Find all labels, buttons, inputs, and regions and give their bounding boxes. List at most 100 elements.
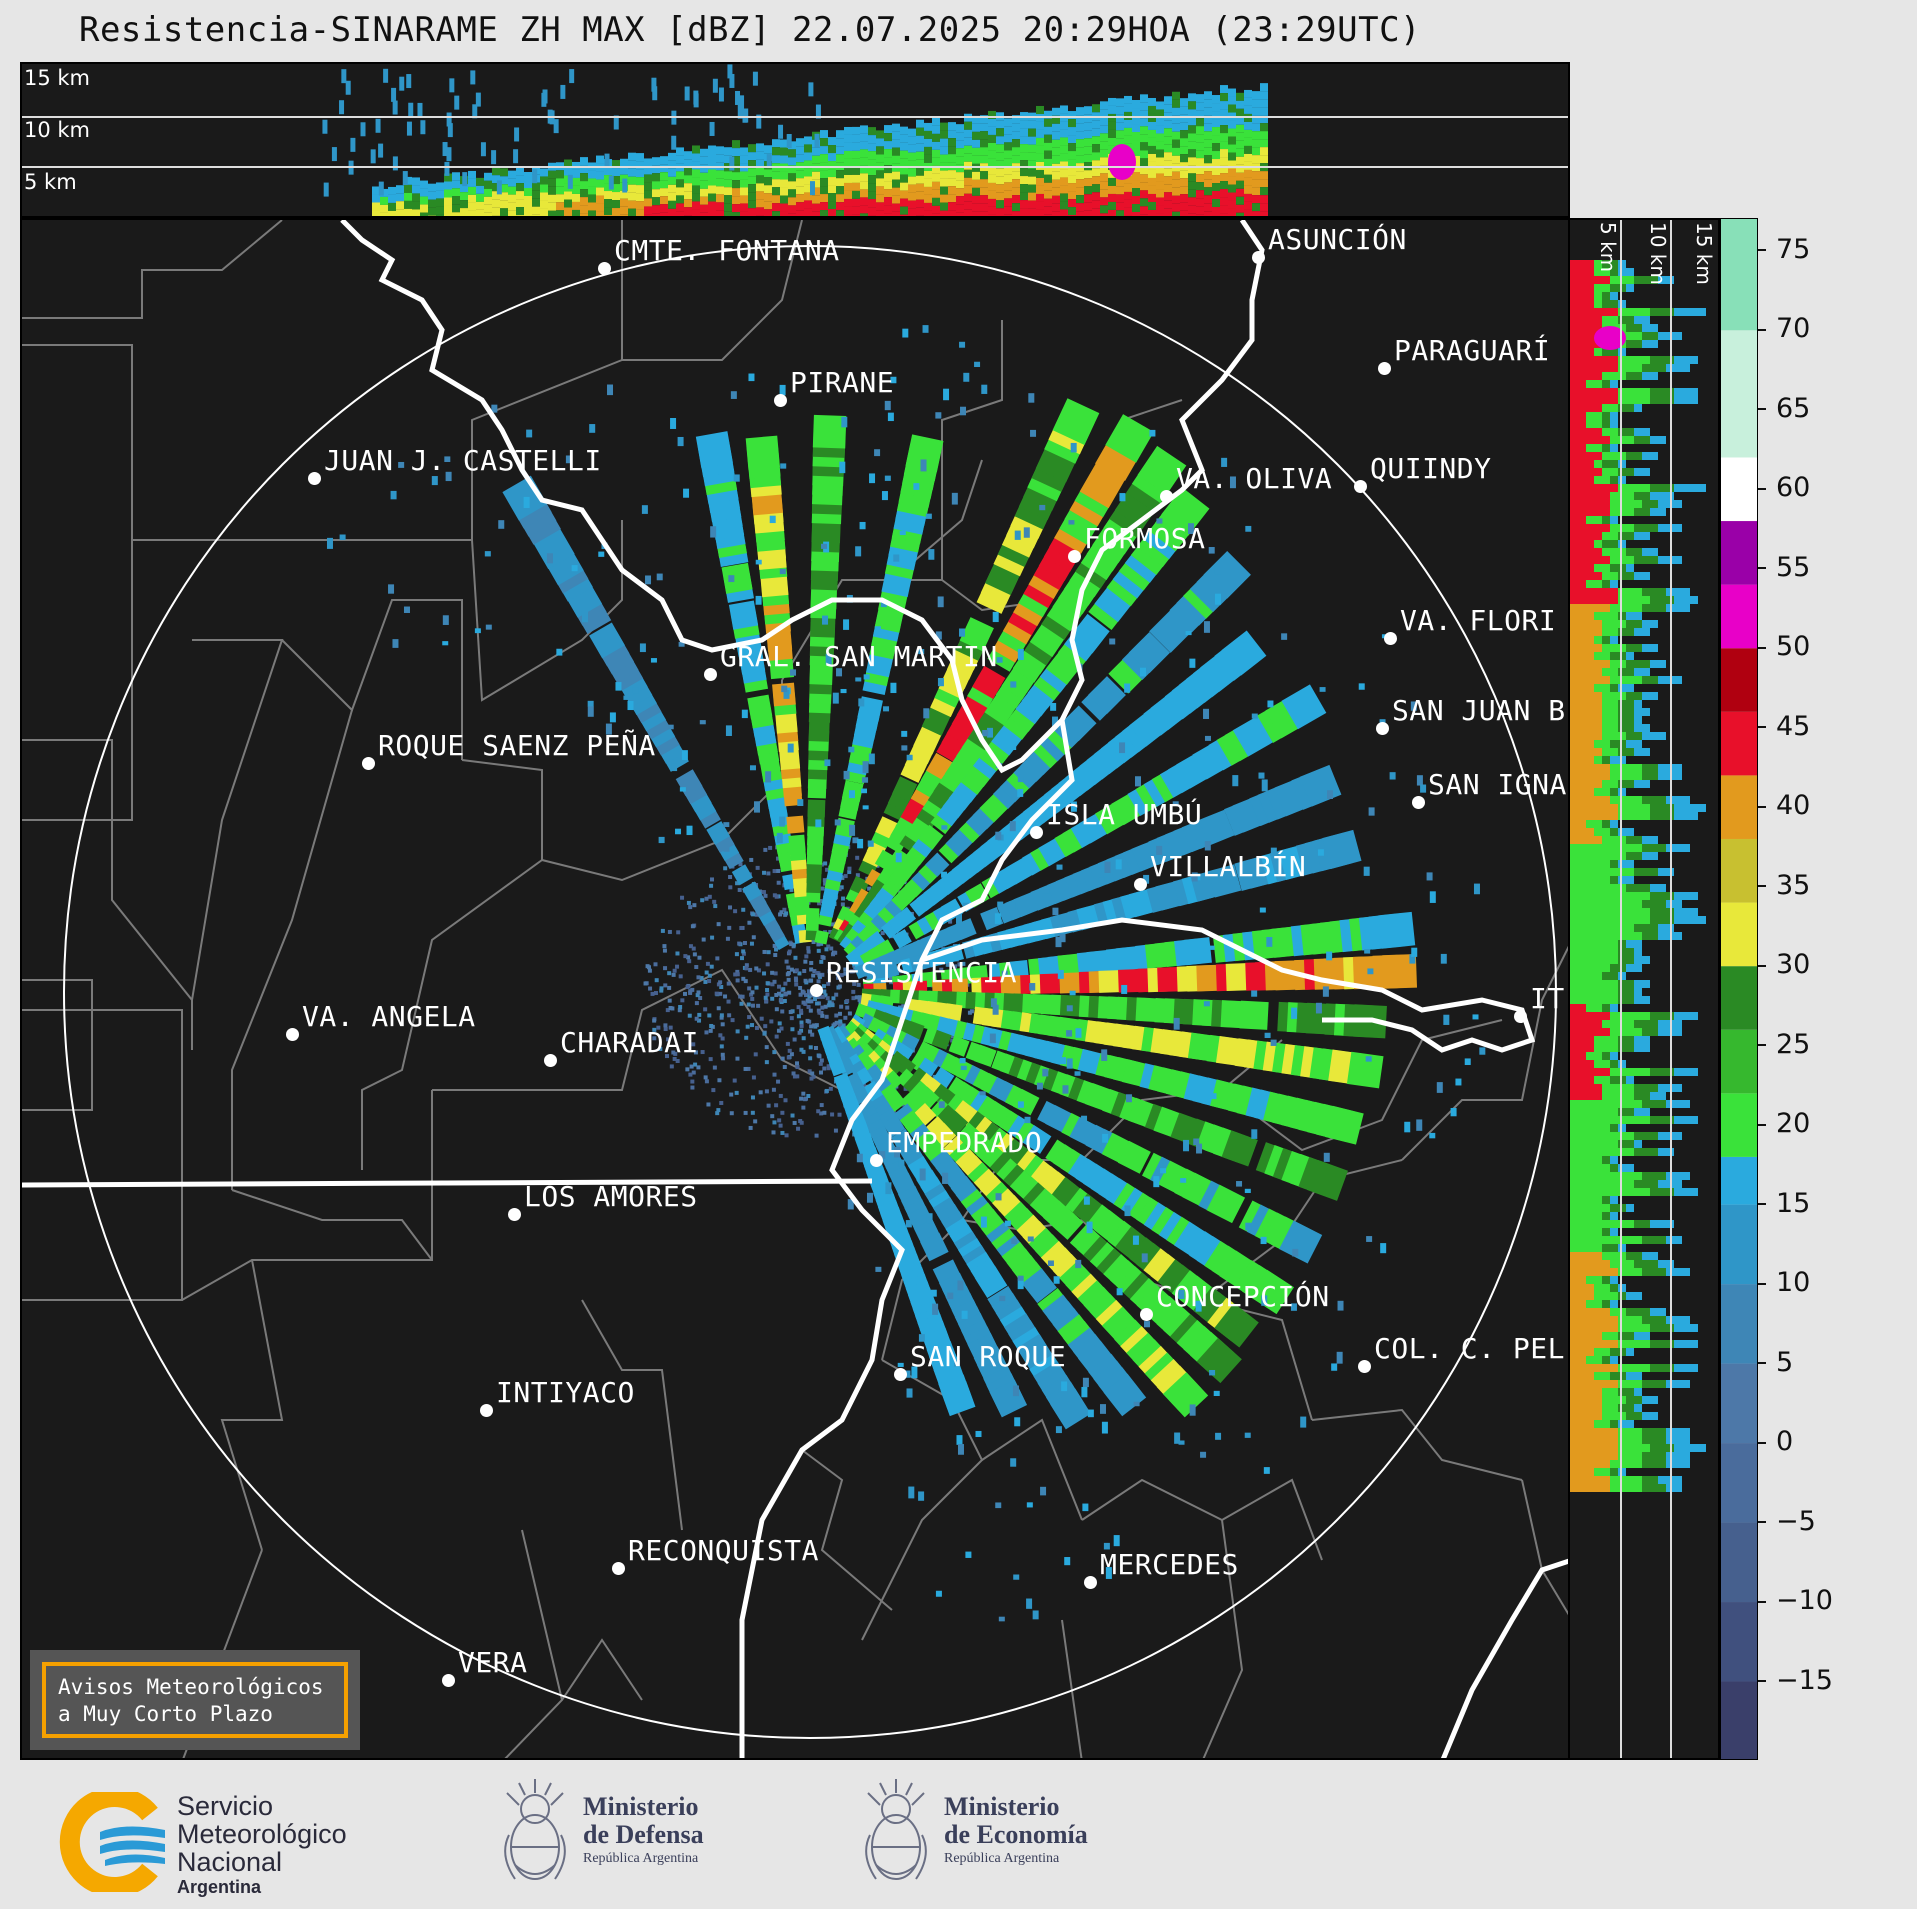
radar-echo — [820, 130, 828, 139]
radar-echo — [1132, 1235, 1139, 1245]
radar-echo — [1594, 324, 1602, 332]
radar-echo — [996, 144, 1004, 153]
radar-echo — [797, 971, 802, 976]
radar-echo — [1594, 764, 1602, 772]
radar-echo — [780, 1009, 785, 1014]
radar-echo — [780, 147, 788, 156]
radar-echo — [750, 653, 757, 661]
radar-echo — [1610, 364, 1618, 372]
radar-echo — [764, 169, 772, 178]
radar-echo — [787, 1048, 792, 1053]
radar-echo — [1004, 126, 1012, 135]
radar-echo — [1092, 136, 1100, 145]
radar-echo — [380, 196, 388, 205]
radar-echo — [396, 201, 404, 210]
radar-echo — [837, 1112, 842, 1117]
radar-echo — [1618, 932, 1626, 940]
radar-echo — [980, 155, 988, 164]
radar-echo — [1578, 556, 1586, 564]
radar-echo — [684, 199, 692, 208]
radar-echo — [1570, 548, 1578, 556]
radar-echo — [901, 1004, 906, 1009]
radar-echo — [1578, 516, 1586, 524]
radar-echo — [820, 886, 825, 891]
city-dot — [1412, 796, 1425, 809]
radar-echo — [1180, 170, 1188, 179]
radar-echo — [523, 496, 530, 508]
radar-echo — [727, 925, 732, 930]
radar-echo — [1594, 780, 1602, 788]
radar-echo — [1626, 500, 1634, 508]
radar-echo — [1124, 207, 1132, 216]
radar-echo — [748, 144, 756, 153]
radar-echo — [1148, 113, 1156, 122]
radar-echo — [1124, 683, 1131, 693]
radar-echo — [741, 976, 746, 981]
radar-echo — [341, 69, 347, 84]
radar-echo — [1618, 748, 1626, 756]
radar-echo — [828, 137, 836, 146]
radar-echo — [1188, 189, 1196, 198]
department-boundaries — [22, 220, 1568, 1758]
radar-echo — [1650, 796, 1658, 804]
radar-echo — [1132, 140, 1140, 149]
radar-echo — [1698, 916, 1706, 924]
radar-echo — [1252, 203, 1260, 212]
radar-echo — [1036, 177, 1044, 186]
radar-echo — [1626, 692, 1634, 700]
radar-echo — [898, 1159, 905, 1167]
radar-echo — [1618, 756, 1626, 764]
radar-echo — [806, 1094, 811, 1099]
radar-echo — [1602, 860, 1610, 868]
radar-echo — [1164, 144, 1172, 153]
radar-echo — [1266, 937, 1273, 947]
radar-echo — [1172, 801, 1179, 806]
radar-echo — [940, 130, 948, 139]
radar-echo — [508, 202, 516, 211]
radar-echo — [692, 153, 700, 162]
radar-echo — [825, 996, 830, 1001]
radar-echo — [1365, 1056, 1372, 1062]
radar-echo — [375, 118, 381, 133]
radar-echo — [1578, 844, 1586, 852]
radar-echo — [1052, 171, 1060, 180]
city-dot — [1358, 1360, 1371, 1373]
radar-echo — [819, 941, 824, 946]
radar-echo — [1270, 847, 1277, 860]
radar-echo — [1020, 160, 1028, 169]
radar-echo — [1252, 187, 1260, 196]
radar-echo — [1578, 724, 1586, 732]
radar-echo — [660, 188, 668, 197]
radar-echo — [1602, 684, 1610, 692]
radar-echo — [1040, 1486, 1047, 1496]
radar-echo — [732, 204, 740, 213]
radar-echo — [809, 978, 814, 983]
radar-echo — [1610, 604, 1618, 612]
radar-echo — [1004, 166, 1012, 175]
radar-echo — [1634, 908, 1642, 916]
radar-map[interactable]: CMTE. FONTANA ASUNCIÓN PARAGUARÍ PIRANE … — [20, 218, 1570, 1760]
radar-echo — [1586, 476, 1594, 484]
radar-echo — [1108, 105, 1116, 114]
radar-echo — [1092, 192, 1100, 201]
radar-echo — [1060, 201, 1068, 210]
radar-echo — [972, 115, 980, 124]
city-dot — [1376, 722, 1389, 735]
radar-echo — [420, 204, 428, 213]
radar-echo — [876, 146, 884, 155]
radar-echo — [709, 121, 715, 136]
radar-echo — [1068, 215, 1076, 216]
top-profile-echoes — [322, 64, 1268, 216]
radar-echo — [1108, 129, 1116, 138]
radar-echo — [1228, 96, 1236, 105]
radar-echo — [908, 200, 916, 209]
radar-echo — [1602, 548, 1610, 556]
radar-echo — [1251, 1129, 1258, 1139]
radar-echo — [716, 210, 724, 216]
radar-echo — [1024, 1116, 1031, 1124]
radar-echo — [862, 777, 869, 783]
radar-echo — [1586, 628, 1594, 636]
radar-echo — [1113, 1535, 1120, 1547]
radar-echo — [709, 964, 714, 969]
radar-echo — [388, 584, 395, 594]
